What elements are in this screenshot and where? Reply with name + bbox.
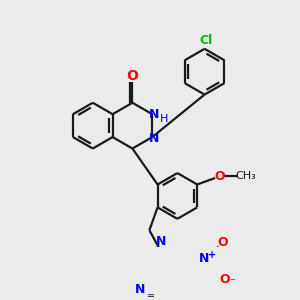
Text: O: O: [219, 273, 230, 286]
Text: O: O: [127, 69, 138, 82]
Text: N: N: [156, 235, 166, 248]
Text: N: N: [149, 132, 159, 145]
Text: O: O: [214, 170, 225, 183]
Text: H: H: [160, 114, 168, 124]
Text: N: N: [135, 284, 146, 296]
Text: CH₃: CH₃: [236, 171, 256, 181]
Text: O: O: [218, 236, 228, 249]
Text: N: N: [199, 251, 209, 265]
Text: ⁻: ⁻: [230, 278, 236, 288]
Text: N: N: [149, 108, 159, 121]
Text: ═: ═: [147, 292, 153, 300]
Text: +: +: [208, 250, 216, 260]
Text: Cl: Cl: [200, 34, 213, 47]
